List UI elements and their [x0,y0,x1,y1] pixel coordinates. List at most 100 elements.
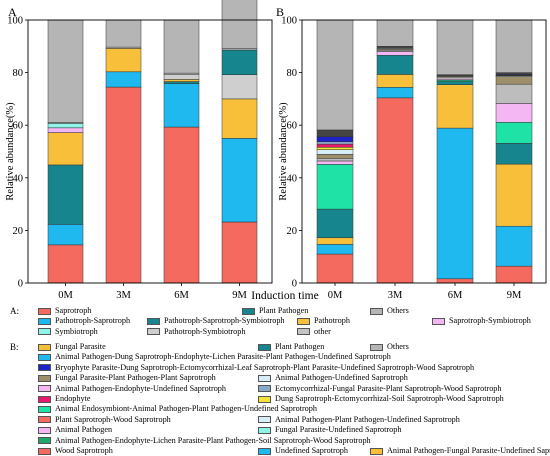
y-axis-label: Relative abundance(%) [5,102,16,201]
bar-segment [316,129,354,138]
legend-label: Fungal Parasite-Undefined Saprotroph [275,425,402,435]
bar-segment [316,237,354,245]
legend-swatch [258,374,271,382]
legend-label: Plant Pathogen [259,306,309,315]
legend-row: Animal Pathogen-Endophyte-Undefined Sapr… [0,384,550,394]
legend-item: Animal Endosymbiont-Animal Pathogen-Plan… [38,404,317,414]
legend-swatch [258,426,271,434]
bar-segment [221,74,258,100]
legend-label: Animal Pathogen [55,425,113,435]
plot-frame [301,19,547,284]
legend-label: Animal Pathogen-Dung Saprotroph-Endophyt… [55,352,391,362]
legend-item: Ectomycorrhizal-Fungal Parasite-Plant Sa… [258,384,502,394]
x-tick-label: 3M [388,290,403,300]
legend-item: Plant Pathogen [242,306,308,316]
legend-row: Saprotroph Plant Pathogen Others [0,306,550,316]
bar-segment [163,19,200,74]
legend-item: Symbiotroph [38,327,98,337]
legend-swatch [38,343,51,351]
panel-letter: A [8,5,17,19]
legend-a: A: Saprotroph Plant Pathogen Others Pathotr… [0,306,550,337]
legend-item: Animal Pathogen-Endophyte-Lichen Parasit… [38,436,371,446]
legend-b: B: Fungal Parasite Plant Pathogen Others An… [0,342,550,456]
legend-swatch [38,426,51,434]
x-tick-label: 0M [328,290,343,300]
legend-label: Bryophyte Parasite-Dung Saprotroph-Ectom… [55,362,475,372]
bar-segment [376,74,414,88]
legend-label: Wood Saprotroph [55,445,113,455]
legend-swatch [38,307,51,315]
legend-row: Wood Saprotroph Undefined Saprotroph Anima… [0,446,550,456]
bar-segment [47,123,84,129]
legend-swatch [242,307,255,315]
bar-segment [436,127,474,280]
legend-item: Dung Saprotroph-Ectomycorrhizal-Soil Sap… [258,394,504,404]
legend-label: Saprotroph-Symbiotroph [449,316,531,326]
legend-item: Pathotroph-Symbiotroph [147,327,245,337]
bar-segment [316,164,354,210]
legend-swatch [147,318,160,326]
y-tick-label: 100 [7,16,23,27]
x-tick-label: 6M [174,290,189,300]
legend-label: Animal Pathogen-Fungal Parasite-Undefine… [387,445,550,455]
legend-row: Plant Saprotroph-Wood Saprotroph Animal P… [0,415,550,425]
legend-swatch [38,364,51,372]
bar-segment [495,19,533,73]
legend-b-label: B: [10,342,19,352]
y-tick-label: 80 [287,68,298,79]
legend-item: Animal Pathogen-Undefined Saprotroph [258,373,408,383]
bar-segment [105,86,142,284]
legend-swatch [38,416,51,424]
legend-item: Pathotroph-Saprotroph [38,316,130,326]
legend-label: Plant Pathogen [275,342,325,351]
legend-label: Others [387,342,409,351]
legend-swatch [38,374,51,382]
bar-segment [376,54,414,75]
legend-label: Animal Pathogen-Endophyte-Lichen Parasit… [55,435,371,445]
bar-segment [436,278,474,284]
y-tick-label: 40 [287,173,298,184]
y-tick-label: 80 [13,68,24,79]
legend-label: Fungal Parasite [55,342,106,351]
legend-label: Pathotroph [314,316,350,326]
legend-item: Endophyte [38,394,90,404]
bar-segment [316,253,354,284]
bar-segment [221,138,258,223]
y-tick-label: 20 [13,226,24,237]
legend-item: Animal Pathogen-Fungal Parasite-Undefine… [370,446,550,456]
bar-segment [47,19,84,123]
legend-row: Fungal Parasite-Plant Pathogen-Plant Sap… [0,373,550,383]
bar-segment [105,71,142,88]
bar-segment [221,49,258,75]
x-tick-label: 0M [58,290,73,300]
legend-label: Plant Saprotroph-Wood Saprotroph [55,414,171,424]
legend-label: Endophyte [55,393,91,403]
legend-swatch [38,437,51,445]
legend-item: Pathotroph [297,316,350,326]
bar-segment [316,160,354,165]
legend-label: Saprotroph [55,306,92,315]
legend-label: Ectomycorrhizal-Fungal Parasite-Plant Sa… [275,383,502,393]
bar-segment [316,141,354,145]
bar-segment [47,132,84,166]
legend-label: Pathotroph-Saprotroph-Symbiotroph [164,316,285,326]
bar-segment [376,46,414,49]
legend-item: Undefined Saprotroph [258,446,348,456]
bar-segment [436,76,474,80]
bar-segment [316,158,354,162]
y-tick-label: 60 [287,121,298,132]
legend-label: Pathotroph-Saprotroph [55,316,131,326]
bar-segment [105,48,142,73]
bar-segment [436,81,474,85]
y-tick-label: 20 [287,226,298,237]
legend-item: Fungal Parasite-Plant Pathogen-Plant Sap… [38,373,216,383]
legend-item: Wood Saprotroph [38,446,113,456]
legend-label: Undefined Saprotroph [275,445,348,455]
legend-swatch [38,406,51,414]
legend-item: Fungal Parasite [38,342,106,352]
legend-swatch [258,385,271,393]
bar-segment [105,19,142,48]
legend-row: Animal Pathogen-Dung Saprotroph-Endophyt… [0,352,550,362]
legend-swatch [258,395,271,403]
legend-swatch [38,318,51,326]
